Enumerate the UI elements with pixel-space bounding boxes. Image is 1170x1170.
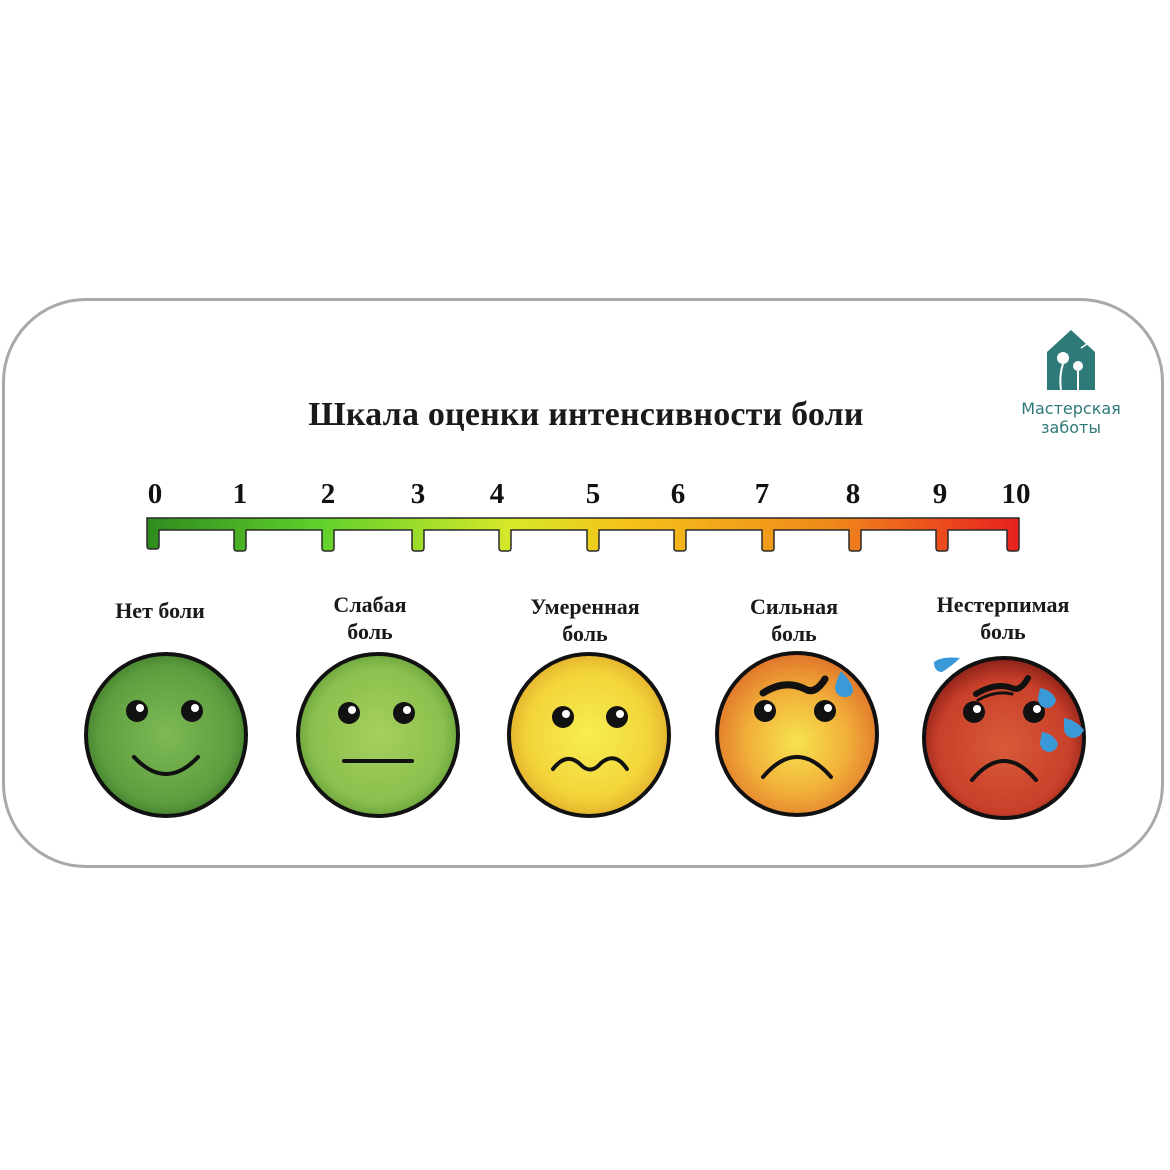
tick-label-9: 9 [932, 478, 948, 510]
title-text: Шкала оценки интенсивности боли [308, 396, 864, 433]
tick-label-6: 6 [670, 478, 686, 510]
tear-drop-icon [1038, 688, 1056, 708]
tick-label-4: 4 [489, 478, 505, 510]
category-label-line1: Слабая [333, 592, 407, 617]
tick-label-2: 2 [320, 478, 336, 510]
tick-label-5: 5 [585, 478, 601, 510]
category-label-line1: Нет боли [115, 598, 205, 623]
sweat-drop-icon [835, 671, 853, 697]
crying-sweating-face-icon [922, 656, 1086, 820]
house-dandelion-icon [1047, 330, 1095, 391]
tick-label-1: 1 [232, 478, 248, 510]
tick-label-0: 0 [147, 478, 163, 510]
category-label-line1: Нестерпимая [936, 592, 1070, 617]
tick-label-8: 8 [845, 478, 861, 510]
category-label-severe: Сильная боль [750, 593, 838, 647]
category-label-no-pain: Нет боли [115, 597, 205, 624]
smiling-face-icon [84, 652, 248, 818]
category-label-line2: боль [771, 621, 817, 646]
tear-drop-icon [1064, 718, 1084, 738]
category-label-line2: боль [980, 619, 1026, 644]
tick-label-7: 7 [754, 478, 770, 510]
category-label-moderate: Умеренная боль [530, 593, 639, 647]
sad-sweating-face-icon [715, 651, 879, 817]
logo: Мастерская заботы [1016, 328, 1126, 437]
neutral-face-icon [296, 652, 460, 818]
category-label-unbearable: Нестерпимая боль [937, 591, 1070, 645]
worried-face-icon [507, 652, 671, 818]
category-label-line1: Сильная [749, 594, 839, 619]
tick-label-3: 3 [410, 478, 426, 510]
sweat-drop-icon [934, 657, 960, 672]
category-label-line2: боль [347, 619, 393, 644]
logo-line1: Мастерская [1021, 399, 1121, 418]
tick-label-10: 10 [1001, 478, 1031, 510]
logo-text: Мастерская заботы [1016, 399, 1126, 437]
logo-line2: заботы [1041, 418, 1101, 437]
category-label-line1: Умеренная [530, 594, 640, 619]
category-label-mild: Слабая боль [333, 591, 406, 645]
tear-drop-icon [1040, 732, 1058, 752]
page-title: Шкала оценки интенсивности боли [0, 396, 1170, 434]
category-label-line2: боль [562, 621, 608, 646]
